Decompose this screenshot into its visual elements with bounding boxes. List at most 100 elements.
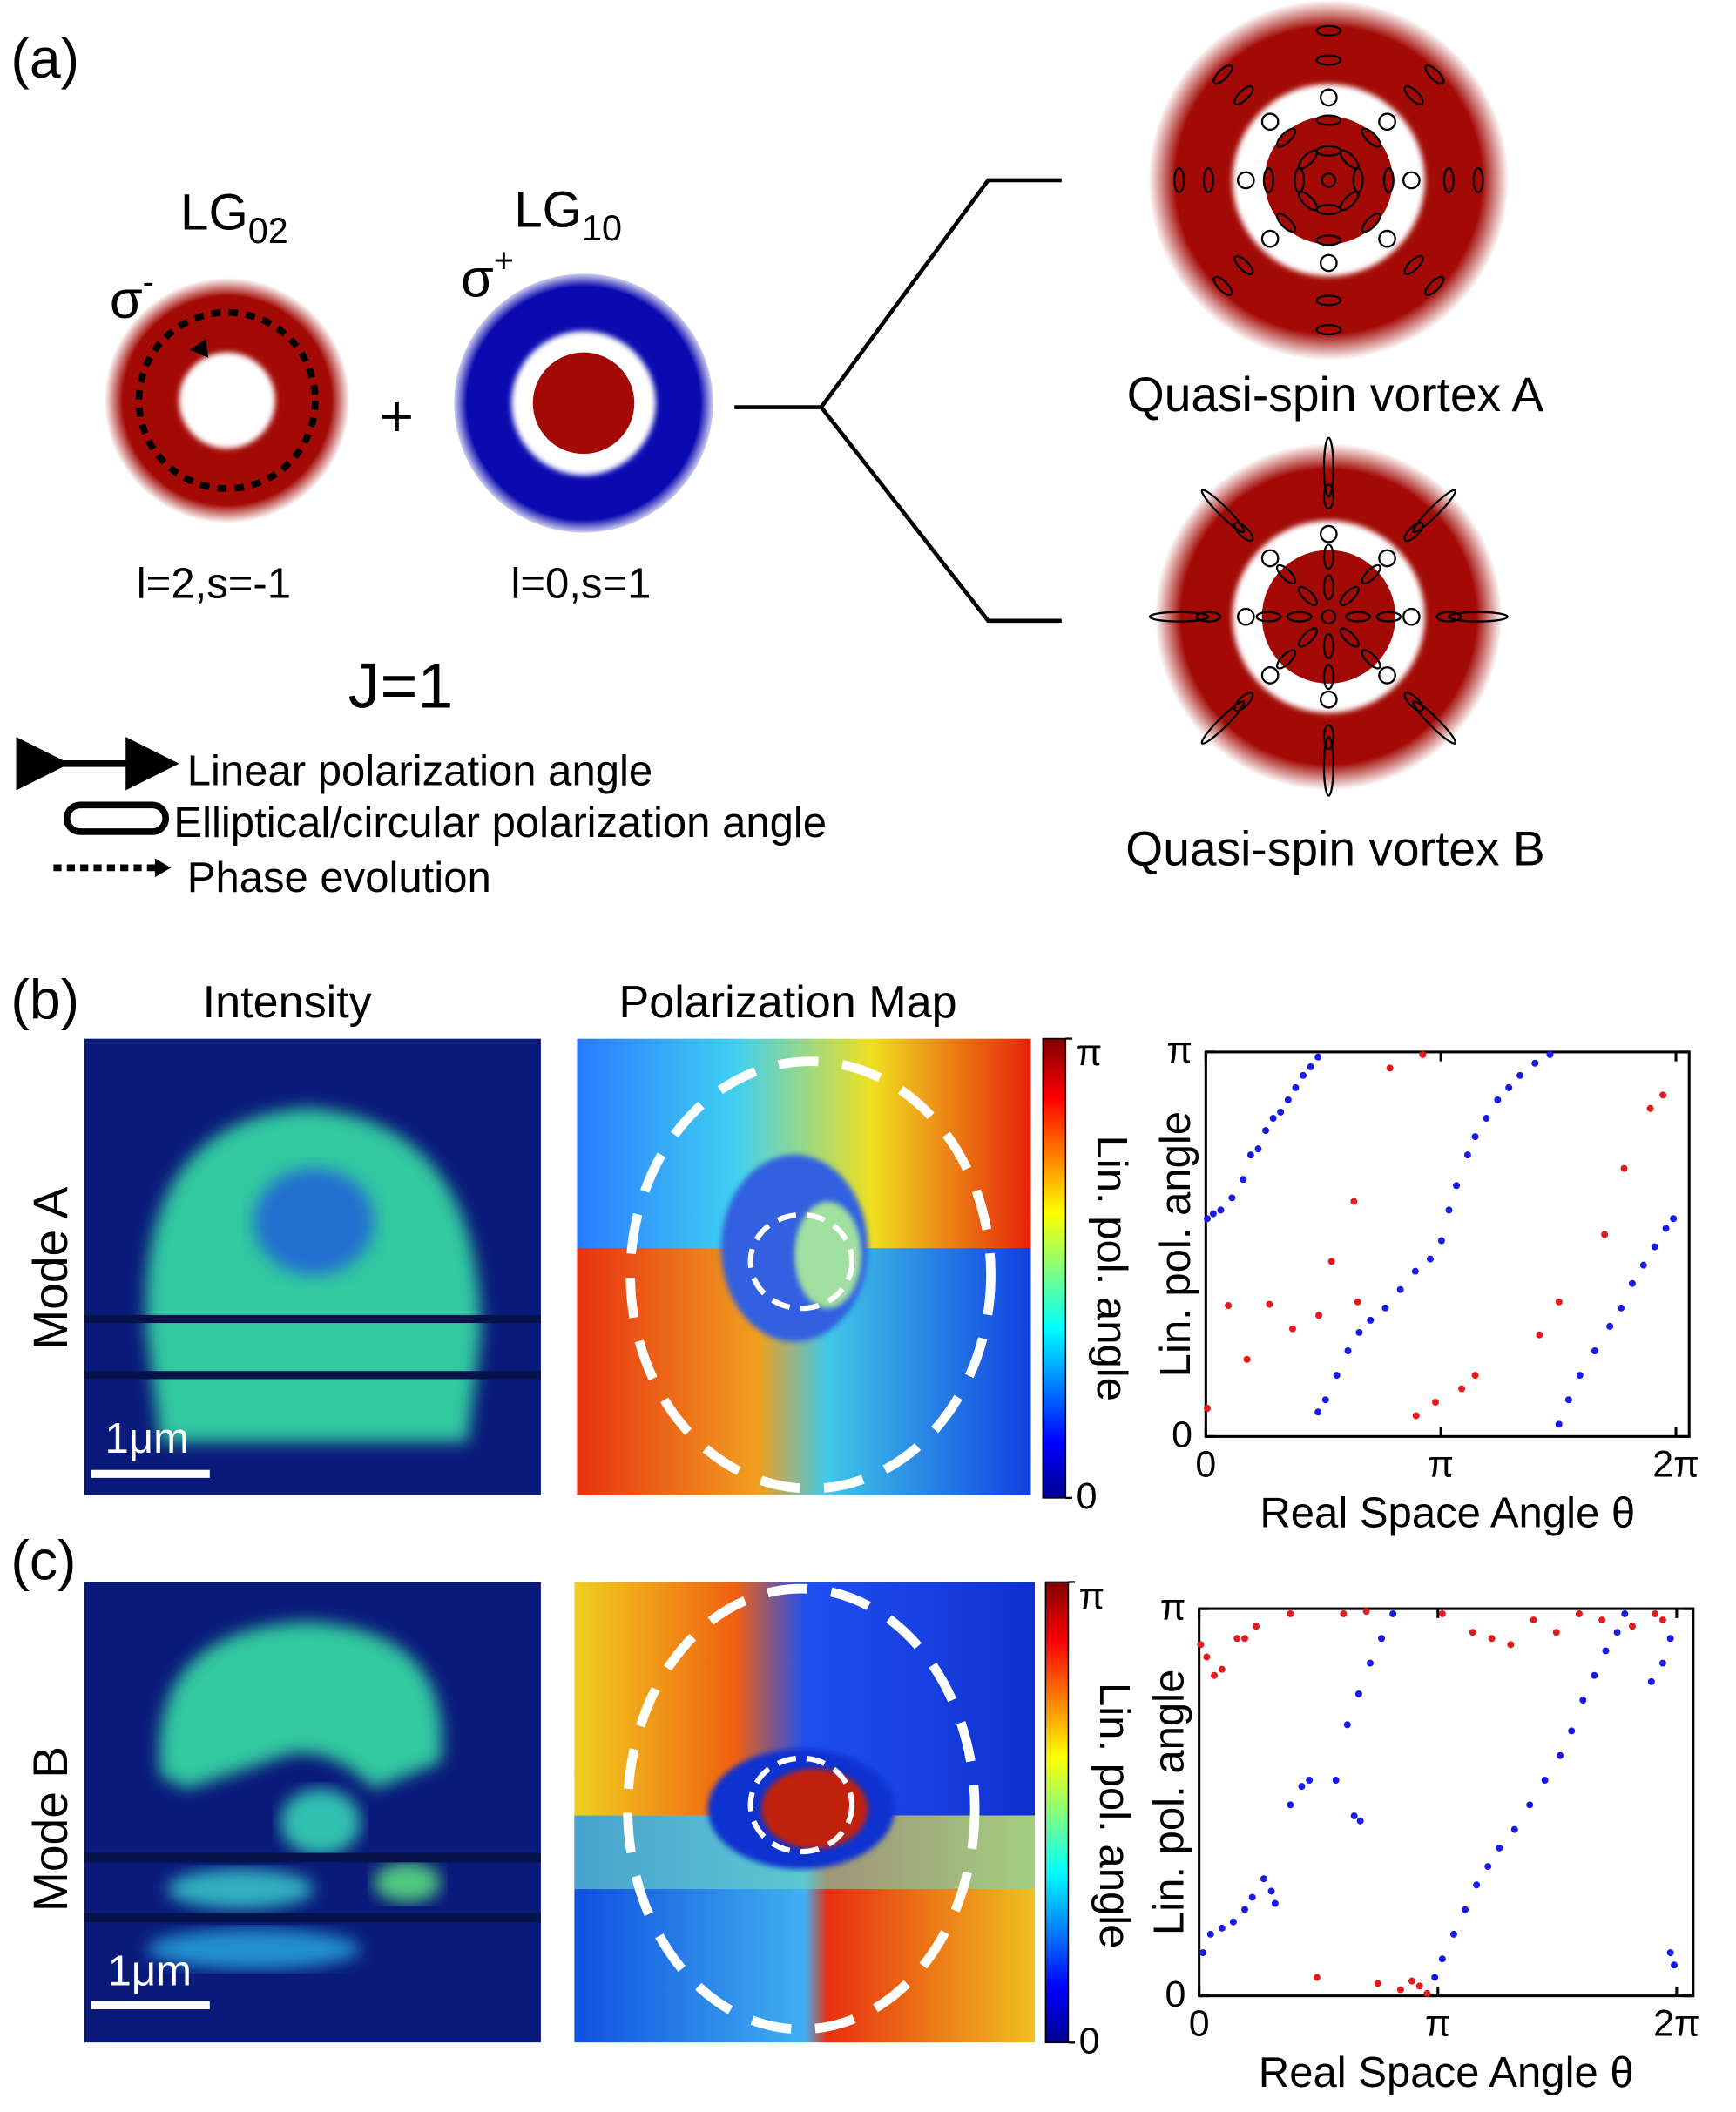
panel-label: (a): [10, 27, 79, 90]
data-point: [1267, 1887, 1275, 1895]
data-point: [1350, 1812, 1358, 1820]
ellipse-glyph: [1233, 692, 1254, 712]
data-point: [1332, 1777, 1340, 1785]
data-point: [1217, 1206, 1225, 1214]
spin-label: σ+: [461, 242, 514, 308]
ellipse-glyph: [1339, 585, 1360, 606]
circular-glyph: [1378, 666, 1396, 685]
data-point: [1458, 1385, 1466, 1393]
x-tick-label: 2π: [1652, 1443, 1699, 1485]
data-point: [1218, 1665, 1226, 1673]
ellipse-glyph: [1382, 166, 1395, 193]
ellipse-glyph: [1322, 735, 1334, 797]
ellipse-glyph: [1322, 543, 1334, 570]
ellipse-glyph: [1322, 632, 1334, 659]
colorbar-tick-label: 0: [1079, 2021, 1100, 2062]
data-point: [1666, 1949, 1674, 1957]
center-glyph: [1321, 609, 1337, 624]
vortex-a-polarization: [1173, 24, 1484, 336]
y-tick-label: π: [1160, 1586, 1186, 1628]
ellipse-glyph: [1361, 649, 1381, 670]
x-tick-label: π: [1425, 2003, 1451, 2045]
ellipse-glyph: [1212, 275, 1233, 296]
x-tick-label: 0: [1189, 2003, 1210, 2045]
column-title: Intensity: [203, 977, 372, 1028]
x-axis-label: Real Space Angle θ: [1260, 1490, 1635, 1537]
data-point: [1254, 1145, 1262, 1153]
data-point: [1438, 1955, 1446, 1963]
ellipse-glyph: [1262, 166, 1274, 193]
data-point: [1530, 1616, 1537, 1624]
inner-ring-guide: [747, 1211, 855, 1312]
panel-label: (b): [10, 968, 79, 1031]
legend-text: Elliptical/circular polarization angle: [173, 800, 827, 847]
data-point: [1507, 1641, 1515, 1649]
data-point: [1204, 1215, 1212, 1223]
ellipse-glyph: [1195, 611, 1222, 623]
ellipse-glyph: [1442, 166, 1455, 193]
ellipse-glyph: [1412, 700, 1457, 745]
data-point: [1505, 1083, 1513, 1091]
data-point: [1531, 1059, 1539, 1067]
ellipse-glyph: [1472, 166, 1484, 193]
ellipse-glyph: [1315, 114, 1342, 126]
data-point: [1591, 1347, 1598, 1354]
data-point: [1471, 1372, 1479, 1380]
data-point: [1306, 1777, 1314, 1785]
plot-frame: [1204, 1050, 1691, 1438]
circular-glyph: [1319, 88, 1338, 107]
data-point: [1233, 1635, 1241, 1643]
data-point: [1350, 1198, 1358, 1205]
polarization-map: [574, 1582, 1036, 2043]
y-tick-label: 0: [1172, 1414, 1192, 1456]
data-point: [1287, 1610, 1294, 1617]
data-point: [1437, 1237, 1445, 1245]
data-point: [1591, 1671, 1598, 1679]
panel-label: (c): [10, 1528, 76, 1591]
data-point: [1315, 1312, 1323, 1319]
data-point: [1639, 1261, 1647, 1269]
data-point: [1659, 1091, 1667, 1099]
vortex-a-label: Quasi-spin vortex A: [1127, 368, 1544, 422]
data-point: [1367, 1316, 1375, 1324]
center-glyph: [1321, 172, 1337, 188]
outer-ring-guide: [625, 1056, 996, 1494]
data-point: [1419, 1050, 1427, 1058]
data-point: [1546, 1050, 1554, 1058]
mode-subscript: 10: [582, 208, 622, 248]
phase-evolution-arrow: [135, 308, 319, 492]
data-point: [1484, 1863, 1492, 1871]
data-point: [1488, 1635, 1496, 1643]
data-point: [1246, 1151, 1254, 1159]
data-point: [1292, 1083, 1300, 1091]
data-point: [1381, 1304, 1389, 1312]
ellipse-glyph: [1286, 611, 1313, 623]
data-point: [1240, 1176, 1247, 1184]
data-point: [1658, 1659, 1666, 1667]
data-point: [1473, 1881, 1481, 1889]
data-point: [1526, 1801, 1534, 1809]
data-point: [1356, 1817, 1364, 1825]
data-point: [1355, 1328, 1363, 1336]
x-tick-label: 2π: [1653, 2003, 1699, 2045]
ellipse-glyph: [1200, 489, 1246, 534]
ellipse-glyph: [1275, 563, 1297, 585]
ellipse-glyph: [1322, 724, 1334, 751]
data-point: [1321, 1396, 1329, 1404]
data-point: [1576, 1372, 1584, 1380]
ellipse-glyph: [1148, 611, 1210, 623]
colorbar-tick-label: π: [1079, 1576, 1105, 1617]
circular-glyph: [1260, 666, 1280, 685]
circular-glyph: [1319, 690, 1338, 709]
spin-sign: -: [143, 263, 154, 301]
colorbar-label: Lin. pol. angle: [1088, 1136, 1135, 1401]
branch-lines: [734, 178, 1062, 624]
data-point: [1354, 1690, 1362, 1697]
ellipse-glyph: [1403, 254, 1424, 276]
data-point: [1260, 1875, 1267, 1883]
ellipse-glyph: [1322, 574, 1334, 601]
ellipse-glyph: [1322, 483, 1334, 510]
data-point: [1510, 1825, 1518, 1833]
data-point: [1494, 1096, 1502, 1103]
vortex-a-core: [1264, 116, 1393, 245]
